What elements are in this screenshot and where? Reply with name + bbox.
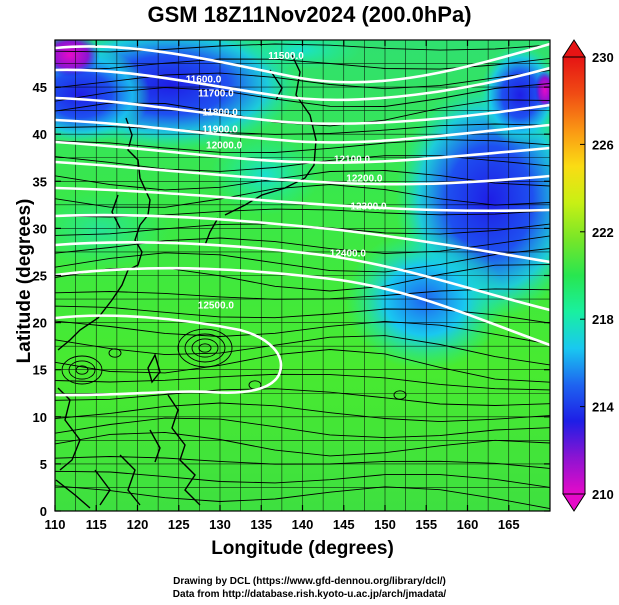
streamline [55, 349, 550, 383]
contour-label: 12000.0 [206, 140, 243, 151]
streamline [55, 485, 550, 510]
vortex-streamline [108, 348, 122, 358]
contour-label: 11600.0 [186, 74, 222, 85]
x-tick-label: 160 [457, 517, 479, 532]
colorbar-tick-label: 218 [592, 312, 614, 327]
contour-label: 11800.0 [202, 107, 238, 118]
streamline [55, 288, 550, 300]
y-tick-label: 5 [40, 457, 47, 472]
colorbar-top-arrow [562, 39, 586, 58]
y-tick-label: 15 [33, 363, 47, 378]
streamline [55, 373, 550, 391]
streamline [55, 248, 550, 273]
streamline [55, 320, 550, 345]
plot-area: 11500.0 11600.0 11700.0 11800.0 11900.0 12000… [55, 40, 550, 511]
y-tick-label: 10 [33, 410, 47, 425]
map-title: GSM 18Z11Nov2024 (200.0hPa) [147, 2, 472, 27]
colorbar-tick-label: 210 [592, 487, 614, 502]
colorbar-bottom-arrow [562, 493, 586, 512]
streamline [55, 139, 550, 153]
vortex-streamline [61, 355, 103, 385]
y-tick-label: 45 [33, 80, 47, 95]
contour-label: 12100.0 [334, 154, 371, 165]
x-tick-label: 145 [333, 517, 355, 532]
streamline [55, 431, 550, 457]
vortex-streamline [68, 360, 96, 380]
streamline [55, 184, 550, 208]
x-tick-label: 140 [292, 517, 314, 532]
x-axis-label: Longitude (degrees) [211, 538, 394, 559]
y-axis-ticks: 0 5 10 15 20 25 30 35 40 45 [33, 80, 550, 519]
vortex-streamline [177, 328, 233, 368]
x-tick-label: 115 [86, 517, 107, 532]
contour-label: 12400.0 [330, 249, 367, 260]
streamline [55, 402, 550, 423]
streamline [55, 235, 550, 254]
coastlines [55, 54, 317, 509]
x-tick-label: 125 [168, 517, 190, 532]
x-axis-ticks: 110 115 120 125 130 135 140 145 150 155 160 165 [45, 40, 520, 532]
contour-label: 11700.0 [198, 89, 234, 100]
streamline [55, 388, 550, 406]
streamline [55, 123, 550, 135]
streamline [55, 83, 550, 107]
credit-data-source: Data from http://database.rish.kyoto-u.a… [172, 589, 447, 600]
streamline [55, 43, 550, 53]
y-axis-label: Latitude (degrees) [14, 198, 35, 364]
streamline [55, 417, 550, 439]
y-tick-label: 20 [33, 316, 47, 331]
contour-label: 12300.0 [350, 202, 387, 213]
colorbar-tick-label: 226 [592, 137, 614, 152]
colorbar: 210 214 218 222 226 230 [562, 39, 614, 512]
vortex-streamline [191, 338, 219, 358]
vortex-streamline [184, 333, 226, 363]
x-tick-label: 155 [415, 517, 437, 532]
y-tick-label: 0 [40, 504, 47, 519]
x-tick-label: 120 [127, 517, 149, 532]
vortex-streamline [198, 343, 212, 353]
streamline [55, 208, 550, 218]
credit-dcl: Drawing by DCL (https://www.gfd-dennou.o… [173, 576, 446, 587]
vortex-streamline [75, 365, 89, 375]
colorbar-tick-label: 230 [592, 50, 614, 65]
streamline [55, 470, 550, 488]
contour-label: 12500.0 [198, 300, 235, 311]
vortex-streamline [393, 390, 407, 400]
contour-label: 11500.0 [268, 51, 304, 62]
contour-label: 11900.0 [202, 124, 238, 135]
contour-label: 12200.0 [346, 173, 383, 184]
streamline [55, 335, 550, 366]
colorbar-tick-label: 214 [592, 400, 614, 415]
x-tick-label: 110 [45, 517, 66, 532]
y-tick-label: 40 [33, 127, 47, 142]
x-tick-label: 165 [498, 517, 520, 532]
y-tick-label: 30 [33, 221, 47, 236]
x-tick-label: 135 [250, 517, 272, 532]
y-tick-label: 25 [33, 269, 47, 284]
y-tick-label: 35 [33, 174, 47, 189]
x-tick-label: 150 [374, 517, 396, 532]
streamline [55, 456, 550, 469]
colorbar-tick-label: 222 [592, 225, 614, 240]
x-tick-label: 130 [209, 517, 231, 532]
